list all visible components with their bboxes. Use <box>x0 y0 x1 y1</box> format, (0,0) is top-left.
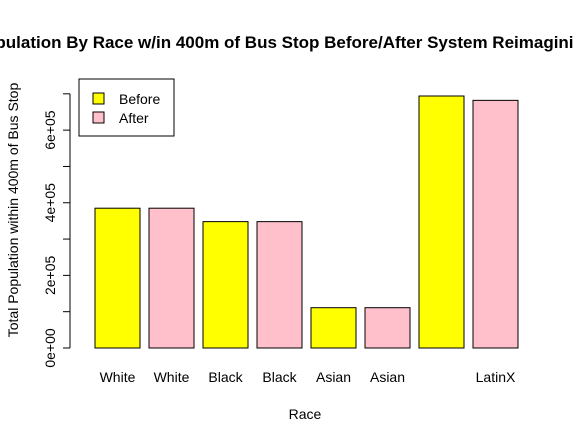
bar-white-before <box>94 207 141 349</box>
bar-latinx-after <box>472 99 519 349</box>
bar-white-after <box>148 207 195 349</box>
y-tick-label: 4e+05 <box>42 183 58 223</box>
legend-box <box>78 78 175 137</box>
y-tick-label: 2e+05 <box>42 256 58 296</box>
x-tick-label: White <box>100 369 136 385</box>
bars <box>94 95 519 349</box>
legend-label-after: After <box>119 110 149 126</box>
legend: Before After <box>78 78 175 137</box>
x-axis-label: Race <box>289 406 322 422</box>
x-tick-label: Black <box>262 369 297 385</box>
bar-asian-after <box>364 307 411 349</box>
legend-swatch-after <box>92 111 105 124</box>
legend-swatch-before <box>92 92 105 105</box>
bar-black-after <box>256 221 303 349</box>
y-tick-label: 0e+00 <box>42 328 58 368</box>
legend-label-before: Before <box>119 91 160 107</box>
chart-title: Population By Race w/in 400m of Bus Stop… <box>0 33 574 52</box>
x-tick-label: Asian <box>316 369 351 385</box>
y-axis-label: Total Population within 400m of Bus Stop <box>5 83 21 338</box>
x-tick-label: Black <box>208 369 243 385</box>
y-axis: 0e+00 2e+05 4e+05 6e+05 <box>42 93 71 368</box>
bar-unlabeled-before <box>418 95 465 349</box>
x-tick-label: Asian <box>370 369 405 385</box>
x-tick-labels: White White Black Black Asian Asian LatinX <box>100 369 516 385</box>
x-tick-label: White <box>154 369 190 385</box>
bar-asian-before <box>310 307 357 349</box>
x-tick-label: LatinX <box>476 369 516 385</box>
y-tick-label: 6e+05 <box>42 110 58 150</box>
bar-black-before <box>202 221 249 349</box>
